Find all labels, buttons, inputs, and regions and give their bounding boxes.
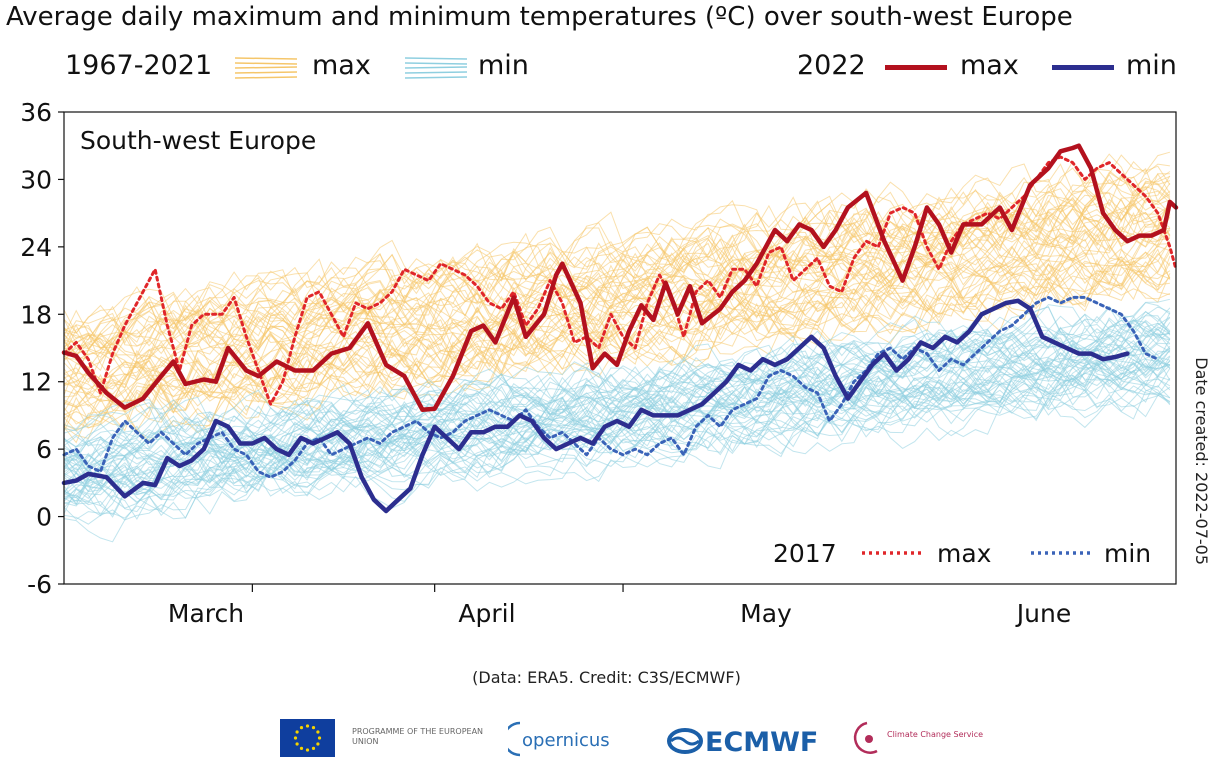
climatology-max-line xyxy=(63,228,1171,404)
climatology-max-line xyxy=(63,175,1171,372)
legend-year-label: 2022 xyxy=(797,50,866,81)
axes: -6 0 6 12 18 24 30 36 March April May June xyxy=(20,98,1071,628)
climatology-max-line xyxy=(63,216,1171,398)
svg-text:Climate Change Service: Climate Change Service xyxy=(887,730,983,739)
climatology-max-line xyxy=(63,242,1171,444)
climatology-min-line xyxy=(63,350,1171,506)
climatology-min-line xyxy=(63,360,1171,496)
climatology-min-line xyxy=(63,302,1171,445)
x-month-label: March xyxy=(168,599,244,628)
climatology-min-line xyxy=(63,304,1171,439)
climatology-max-line xyxy=(63,198,1171,368)
y-tick-label: 36 xyxy=(20,98,52,127)
legend-hist-min-label: min xyxy=(478,50,529,81)
series-2022-min xyxy=(61,298,1130,514)
logo-row: PROGRAMME OF THE EUROPEAN UNION opernicu… xyxy=(280,715,1000,763)
series-lines xyxy=(61,143,1179,514)
x-month-label: April xyxy=(458,599,515,628)
x-month-label: June xyxy=(1015,599,1071,628)
x-month-label: May xyxy=(740,599,792,628)
legend-period-label: 1967-2021 xyxy=(65,50,213,81)
panel-label: South-west Europe xyxy=(80,126,316,155)
climatology-min-line xyxy=(63,347,1170,487)
climatology-max-line xyxy=(63,173,1171,385)
legend-hist-max-swatch xyxy=(235,57,297,79)
eu-programme-text: PROGRAMME OF THE EUROPEAN UNION xyxy=(352,727,484,746)
climatology-min-line xyxy=(63,377,1171,543)
series-2022-max xyxy=(61,143,1179,413)
data-credit: (Data: ERA5. Credit: C3S/ECMWF) xyxy=(472,668,741,687)
copernicus-icon: opernicus xyxy=(502,721,610,757)
climatology-max-line xyxy=(63,194,1170,364)
y-tick-label: 6 xyxy=(36,435,52,464)
climatology-max-line xyxy=(63,251,1171,428)
climate-service-logo: Climate Change Service xyxy=(845,715,995,763)
climatology-max-line xyxy=(63,271,1171,442)
climatology-min-line xyxy=(63,335,1171,496)
legend-2022-max-swatch xyxy=(885,65,947,70)
svg-text:opernicus: opernicus xyxy=(522,730,610,751)
legend-2017-max-label: max xyxy=(937,539,991,568)
climatology-max-line xyxy=(63,223,1171,404)
climatology-max-line xyxy=(63,191,1171,362)
climatology-min-line xyxy=(63,343,1171,495)
legend-2022-max-label: max xyxy=(960,50,1019,81)
eu-flag-icon xyxy=(280,719,335,757)
legend: 1967-2021 max min 2022 max min xyxy=(0,50,1213,90)
climatology-min-line xyxy=(63,367,1171,525)
climatology-max-line xyxy=(63,167,1170,335)
legend-comparison-year: 2017 xyxy=(773,539,837,568)
climatology-max-line xyxy=(63,256,1171,432)
climatology-max-line xyxy=(63,198,1171,362)
ecmwf-logo: ECMWF xyxy=(665,715,825,763)
climatology-min-line xyxy=(63,365,1171,502)
climatology-max-line xyxy=(63,247,1171,423)
legend-2022-min-swatch xyxy=(1052,65,1114,70)
climatology-min-line xyxy=(63,358,1171,497)
plot-frame xyxy=(63,111,1177,585)
climatology-min-line xyxy=(63,319,1170,461)
climatology-max-line xyxy=(63,247,1171,434)
climate-service-icon: Climate Change Service xyxy=(853,721,983,754)
climatology-max-line xyxy=(63,239,1170,427)
copernicus-logo: opernicus xyxy=(502,715,628,763)
y-tick-label: 18 xyxy=(20,300,52,329)
y-tick-label: 12 xyxy=(20,368,52,397)
y-tick-label: 0 xyxy=(36,503,52,532)
series-2017-min xyxy=(62,295,1160,479)
climatology-min-line xyxy=(63,349,1171,499)
y-tick-label: 30 xyxy=(20,165,52,194)
climatology-max-line xyxy=(63,151,1171,347)
legend-2017-min-label: min xyxy=(1104,539,1151,568)
climatology-max-line xyxy=(63,163,1171,354)
chart-title: Average daily maximum and minimum temper… xyxy=(6,2,1073,32)
y-tick-label: 24 xyxy=(20,233,52,262)
climatology-max-line xyxy=(63,257,1171,425)
legend-hist-max-label: max xyxy=(312,50,371,81)
legend-hist-min-swatch xyxy=(405,57,467,79)
climatology-min-line xyxy=(63,332,1171,473)
climatology-max-line xyxy=(63,167,1171,356)
chart-plot: -6 0 6 12 18 24 30 36 March April May June South-we… xyxy=(20,98,1211,628)
ecmwf-icon: ECMWF xyxy=(667,727,818,758)
climatology-max-line xyxy=(63,188,1171,359)
climatology-max-line xyxy=(63,198,1171,357)
y-tick-label: -6 xyxy=(27,570,52,599)
climatology-max-line xyxy=(63,202,1171,390)
climatology-min-line xyxy=(63,352,1171,490)
legend-2022-min-label: min xyxy=(1126,50,1177,81)
climatology-max-line xyxy=(63,258,1170,412)
date-created: Date created: 2022-07-05 xyxy=(1192,357,1211,565)
climatology-min-line xyxy=(63,311,1171,458)
eu-programme-logo: PROGRAMME OF THE EUROPEAN UNION xyxy=(280,715,483,763)
svg-text:ECMWF: ECMWF xyxy=(705,727,818,758)
climatology-min-line xyxy=(63,306,1171,463)
